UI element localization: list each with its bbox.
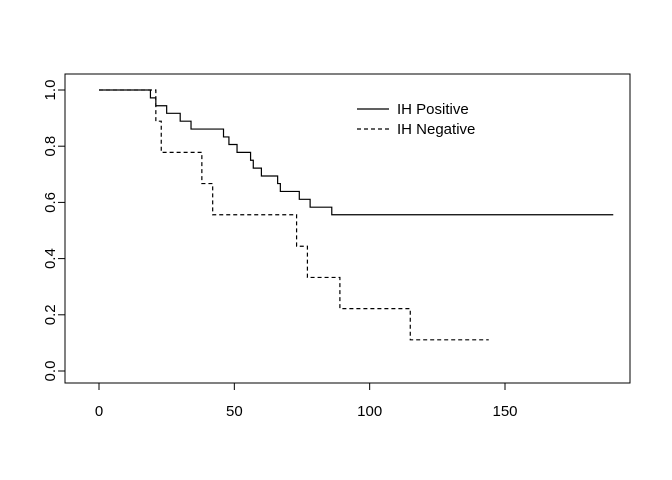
x-tick-label: 0 [95, 403, 103, 420]
legend-label-ih-positive: IH Positive [397, 101, 469, 118]
plot-frame [64, 73, 631, 384]
series-line-ih-negative [99, 89, 489, 341]
y-tick-label: 0.2 [42, 304, 59, 325]
x-tick-label: 150 [492, 403, 517, 420]
x-tick-label: 50 [226, 403, 243, 420]
legend-label-ih-negative: IH Negative [397, 121, 475, 138]
series-line-ih-positive [99, 89, 614, 216]
x-tick-label: 100 [357, 403, 382, 420]
legend: IH Positive IH Negative [357, 101, 475, 138]
x-axis: 0 50 100 150 [95, 382, 518, 420]
series-layer [99, 89, 614, 341]
y-tick-label: 0.6 [42, 192, 59, 213]
y-axis: 0.0 0.2 0.4 0.6 0.8 1.0 [42, 80, 66, 382]
y-tick-label: 1.0 [42, 80, 59, 101]
y-tick-label: 0.8 [42, 136, 59, 157]
y-tick-label: 0.4 [42, 248, 59, 269]
y-tick-label: 0.0 [42, 361, 59, 382]
